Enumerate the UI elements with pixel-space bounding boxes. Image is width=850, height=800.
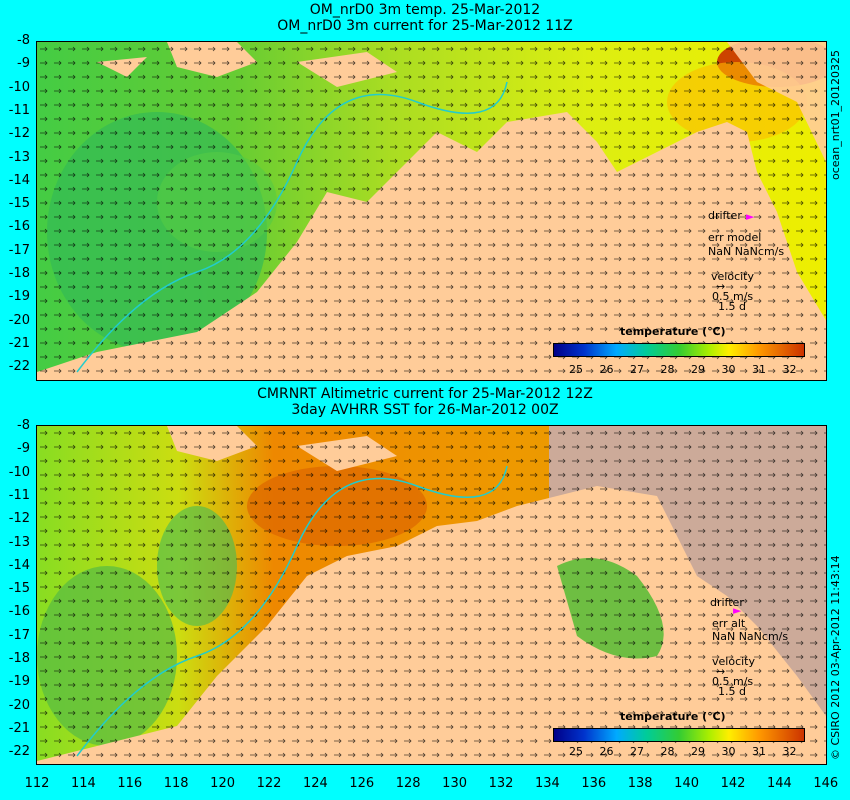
y-tick-label: -17 (8, 242, 30, 258)
top-drifter-label: drifter (708, 209, 742, 222)
y-tick-label: -16 (8, 219, 30, 235)
top-map-panel (36, 41, 827, 381)
y-tick-label: -11 (8, 102, 30, 118)
top-velocity-scale: 0.5 m/s (712, 290, 754, 303)
x-tick-label: 116 (117, 776, 143, 791)
y-tick-label: -12 (8, 126, 30, 142)
top-map-svg (37, 42, 826, 380)
colorbar-tick-label: 26 (599, 363, 614, 376)
x-tick-label: 126 (349, 776, 375, 791)
colorbar-tick-label: 26 (599, 745, 614, 758)
y-tick-label: -15 (8, 196, 30, 212)
bottom-title-line1: CMRNRT Altimetric current for 25-Mar-201… (257, 386, 593, 402)
bottom-err-label: err alt (712, 617, 746, 630)
colorbar-tick-label: 27 (630, 745, 644, 758)
y-tick-label: -10 (8, 464, 30, 480)
x-tick-label: 130 (442, 776, 467, 791)
x-tick-label: 112 (24, 776, 50, 791)
y-tick-label: -18 (8, 266, 30, 281)
y-tick-label: -17 (8, 627, 30, 643)
top-velocity-label: velocity (711, 270, 754, 283)
colorbar-tick-label: 29 (691, 363, 705, 376)
top-drifter-marker: ► (746, 210, 755, 223)
y-tick-label: -20 (8, 312, 30, 328)
top-title-line2: OM_nrD0 3m current for 25-Mar-2012 11Z (277, 18, 573, 34)
colorbar-tick-label: 32 (782, 745, 797, 758)
colorbar-tick-label: 30 (721, 745, 736, 758)
x-tick-label: 118 (163, 776, 189, 791)
top-side-label: ocean_nrt01_20120325 (829, 49, 842, 180)
y-tick-label: -21 (8, 335, 30, 351)
x-tick-label: 122 (256, 776, 282, 791)
x-tick-label: 144 (766, 776, 792, 791)
top-colorbar-title: temperature (℃) (620, 325, 726, 338)
bottom-colorbar-title: temperature (℃) (620, 710, 726, 723)
bottom-map-panel (36, 425, 827, 765)
colorbar-tick-label: 28 (660, 745, 675, 758)
colorbar-tick-label: 31 (752, 745, 766, 758)
colorbar-tick-label: 25 (569, 363, 583, 376)
x-tick-label: 132 (488, 776, 514, 791)
y-tick-label: -18 (8, 651, 30, 666)
y-tick-label: -19 (8, 289, 30, 305)
x-tick-label: 136 (581, 776, 607, 791)
colorbar-tick-label: 27 (630, 363, 644, 376)
y-tick-label: -10 (8, 79, 30, 95)
top-err-label: err model (708, 231, 762, 244)
x-tick-label: 124 (302, 776, 328, 791)
top-velocity-arrow: → (716, 280, 726, 293)
x-tick-label: 120 (210, 776, 235, 791)
y-tick-label: -9 (17, 441, 30, 457)
y-tick-label: -9 (17, 56, 30, 72)
x-tick-label: 138 (627, 776, 653, 791)
x-tick-label: 128 (395, 776, 421, 791)
top-title-line1: OM_nrD0 3m temp. 25-Mar-2012 (309, 2, 541, 18)
y-tick-label: -8 (17, 418, 30, 433)
bottom-colorbar (553, 728, 805, 742)
top-velocity-days: 1.5 d (718, 300, 746, 313)
bottom-velocity-label: velocity (712, 655, 755, 668)
y-tick-label: -14 (8, 557, 30, 573)
y-tick-label: -22 (8, 359, 30, 375)
x-tick-label: 114 (70, 776, 96, 791)
colorbar-tick-label: 25 (569, 745, 583, 758)
y-tick-label: -15 (8, 581, 30, 597)
y-tick-label: -22 (8, 744, 30, 760)
x-tick-label: 142 (720, 776, 746, 791)
y-tick-label: -8 (17, 33, 30, 48)
y-tick-label: -20 (8, 697, 30, 713)
bottom-drifter-label: drifter (710, 596, 744, 609)
bottom-drifter-marker: ► (733, 604, 742, 617)
y-tick-label: -21 (8, 720, 30, 736)
colorbar-tick-label: 30 (721, 363, 736, 376)
x-tick-label: 146 (813, 776, 839, 791)
y-tick-label: -13 (8, 149, 30, 165)
y-tick-label: -19 (8, 674, 30, 690)
colorbar-tick-label: 28 (660, 363, 675, 376)
colorbar-tick-label: 29 (691, 745, 705, 758)
bottom-map-svg (37, 426, 826, 764)
top-colorbar (553, 343, 805, 357)
x-tick-label: 140 (674, 776, 699, 791)
x-tick-label: 134 (534, 776, 560, 791)
bottom-title-line2: 3day AVHRR SST for 26-Mar-2012 00Z (291, 402, 559, 418)
bottom-velocity-arrow: → (716, 665, 726, 678)
colorbar-tick-label: 31 (752, 363, 766, 376)
bottom-velocity-days: 1.5 d (718, 685, 746, 698)
y-tick-label: -12 (8, 511, 30, 527)
y-tick-label: -14 (8, 172, 30, 188)
bottom-velocity-scale: 0.5 m/s (712, 675, 754, 688)
bottom-nan-label: NaN NaNcm/s (712, 630, 789, 643)
y-tick-label: -13 (8, 534, 30, 550)
top-nan-label: NaN NaNcm/s (708, 245, 785, 258)
y-tick-label: -16 (8, 604, 30, 620)
colorbar-tick-label: 32 (782, 363, 797, 376)
y-tick-label: -11 (8, 487, 30, 503)
bottom-side-label: © CSIRO 2012 03-Apr-2012 11:43:14 (829, 555, 842, 760)
